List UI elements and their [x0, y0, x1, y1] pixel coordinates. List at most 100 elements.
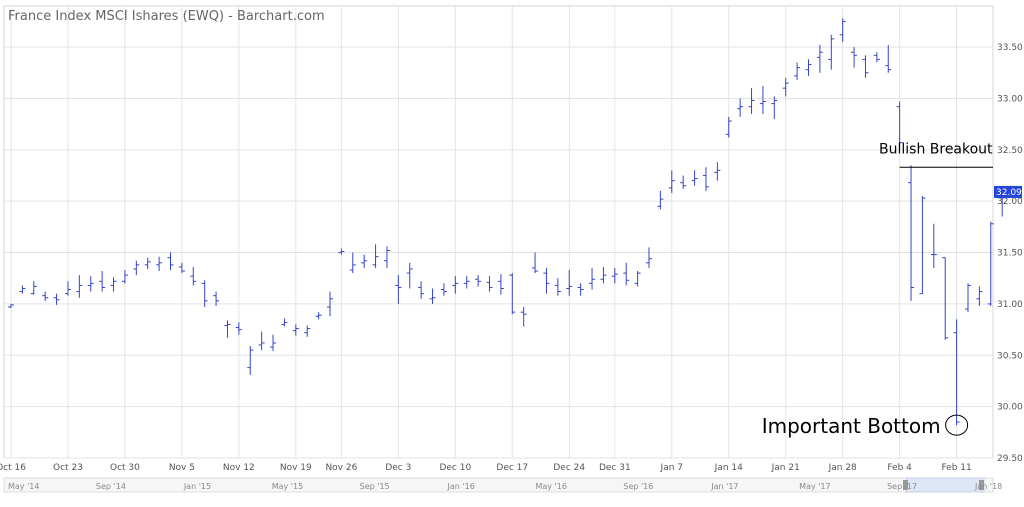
ohlc-bar [190, 266, 197, 286]
ohlc-bar [839, 18, 846, 42]
y-tick-label: 31.50 [997, 249, 1023, 259]
x-tick-label: Jan 21 [771, 463, 800, 473]
y-tick-label: 31.00 [997, 300, 1023, 310]
ohlc-bar [566, 270, 573, 296]
y-tick-label: 29.50 [997, 454, 1023, 464]
ohlc-bar [680, 175, 687, 189]
x-tick-label: Dec 10 [439, 463, 471, 473]
ohlc-bar [805, 59, 812, 76]
ohlc-bar [782, 77, 789, 97]
navigator-left-handle[interactable] [903, 480, 908, 490]
ohlc-bar [794, 62, 801, 80]
navigator-label: Sep '16 [623, 482, 653, 491]
x-tick-label: Oct 16 [0, 463, 26, 473]
ohlc-bar [87, 276, 94, 292]
navigator-label: Sep '15 [360, 482, 390, 491]
x-tick-label: Feb 4 [887, 463, 912, 473]
bottom-circle [945, 414, 969, 436]
ohlc-bar [668, 170, 675, 193]
bottom-annotation: Important Bottom [762, 414, 941, 438]
ohlc-bar [281, 318, 288, 327]
ohlc-bar [64, 281, 71, 296]
ohlc-bar [725, 116, 732, 138]
ohlc-bar [213, 291, 220, 306]
ohlc-bar [19, 285, 26, 294]
y-tick-label: 30.50 [997, 351, 1023, 361]
navigator-label: Jan '17 [710, 482, 738, 491]
ohlc-bar [976, 286, 983, 306]
ohlc-bar [315, 312, 322, 320]
last-price-label: 32.09 [996, 188, 1022, 198]
x-axis: Oct 16 Oct 23 Oct 30 Nov 5 Nov 12 Nov 19 Nov 2… [0, 463, 972, 473]
ohlc-bar [532, 252, 539, 274]
navigator-window [905, 477, 985, 493]
ohlc-bar [338, 248, 345, 255]
x-tick-label: Nov 12 [223, 463, 255, 473]
ohlc-bar [851, 47, 858, 68]
x-tick-label: Nov 5 [169, 463, 195, 473]
ohlc-bar [862, 55, 869, 78]
annotation-layer: Bullish Breakout Important Bottom [762, 141, 993, 438]
ohlc-bar [987, 221, 994, 306]
ohlc-bar [942, 257, 949, 340]
ohlc-bar [406, 262, 413, 289]
x-tick-label: Nov 19 [280, 463, 312, 473]
ohlc-bar [304, 325, 311, 337]
navigator-right-handle[interactable] [979, 480, 984, 490]
ohlc-bar [828, 34, 835, 70]
breakout-annotation: Bullish Breakout [879, 141, 993, 157]
ohlc-bar [418, 281, 425, 299]
y-axis: 29.50 30.00 30.50 31.00 31.50 32.00 32.50 33.00… [997, 43, 1023, 464]
ohlc-bar [292, 324, 299, 336]
y-tick-label: 32.00 [997, 197, 1023, 207]
x-tick-label: Oct 30 [110, 463, 140, 473]
ohlc-bar [235, 322, 242, 335]
ohlc-bar [270, 334, 277, 352]
navigator-label: May '17 [799, 482, 830, 491]
ohlc-bar [702, 167, 709, 191]
x-tick-label: Nov 26 [325, 463, 357, 473]
y-tick-label: 33.00 [997, 94, 1023, 104]
ohlc-bar [600, 266, 607, 284]
ohlc-bar [486, 276, 493, 292]
time-navigator[interactable]: May '14 Sep '14 Jan '15 May '15 Sep '15 Jan '… [3, 477, 1002, 493]
navigator-label: May '16 [535, 482, 566, 491]
ohlc-bar [816, 45, 823, 73]
ohlc-bar [440, 283, 447, 296]
ohlc-bar [611, 267, 618, 284]
ohlc-bar [919, 196, 926, 295]
ohlc-bar [258, 331, 265, 351]
last-price-tag-box [994, 185, 1022, 198]
x-tick-label: Oct 23 [53, 463, 83, 473]
ohlc-bar [452, 276, 459, 294]
ohlc-bar [646, 247, 652, 268]
ohlc-bar [908, 165, 915, 301]
ohlc-bar [657, 190, 664, 210]
ohlc-bar [737, 98, 744, 117]
y-tick-label: 32.50 [997, 146, 1023, 156]
ohlc-bar [554, 278, 561, 296]
ohlc-bar [953, 319, 960, 426]
ohlc-bar [965, 283, 971, 313]
ohlc-bar [327, 291, 333, 317]
navigator-label: Jan '18 [974, 482, 1002, 491]
ohlc-bar [577, 283, 584, 296]
x-tick-label: Dec 31 [599, 463, 631, 473]
price-bars [8, 18, 1006, 426]
ohlc-bar [30, 281, 37, 295]
ohlc-bar [110, 277, 117, 292]
ohlc-bar [543, 267, 550, 294]
navigator-label: Jan '15 [183, 482, 211, 491]
x-tick-label: Dec 3 [385, 463, 411, 473]
navigator-label: Sep '17 [887, 482, 917, 491]
ohlc-bar [759, 86, 766, 114]
ohlc-bar [885, 45, 892, 73]
ohlc-bar [133, 260, 140, 276]
ohlc-bar [349, 252, 356, 274]
ohlc-bar [167, 252, 174, 271]
ohlc-bar [520, 306, 527, 327]
ohlc-bar [121, 270, 128, 284]
x-tick-label: Dec 17 [496, 463, 528, 473]
